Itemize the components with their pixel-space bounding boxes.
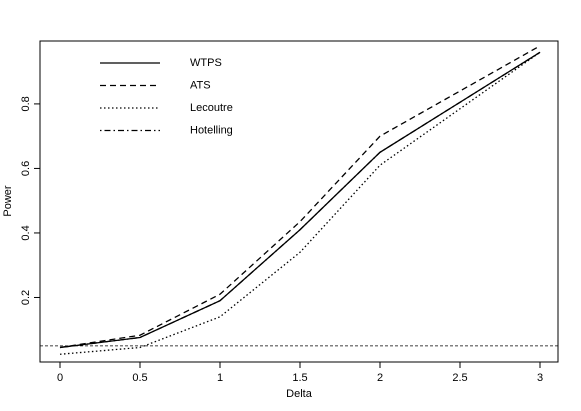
x-axis-label: Delta — [286, 388, 313, 400]
y-tick-label: 0.4 — [20, 225, 32, 240]
series-line — [59, 45, 541, 349]
x-tick-label: 0.5 — [132, 372, 147, 384]
y-tick-label: 0.8 — [20, 96, 32, 111]
x-tick-label: 0 — [57, 372, 63, 384]
y-tick-label: 0.6 — [20, 161, 32, 176]
series-line — [59, 51, 541, 349]
plot-frame — [39, 40, 559, 363]
legend-label: ATS — [190, 79, 211, 91]
series-line — [59, 51, 541, 355]
x-tick-label: 1 — [217, 372, 223, 384]
legend-label: Lecoutre — [190, 102, 233, 114]
x-tick-label: 2.5 — [452, 372, 467, 384]
y-tick-label: 0.2 — [20, 290, 32, 305]
legend-label: Hotelling — [190, 124, 233, 136]
legend-label: WTPS — [190, 57, 222, 69]
x-tick-label: 2 — [377, 372, 383, 384]
x-tick-label: 3 — [537, 372, 543, 384]
y-axis-label: Power — [2, 185, 14, 217]
x-tick-label: 1.5 — [292, 372, 307, 384]
